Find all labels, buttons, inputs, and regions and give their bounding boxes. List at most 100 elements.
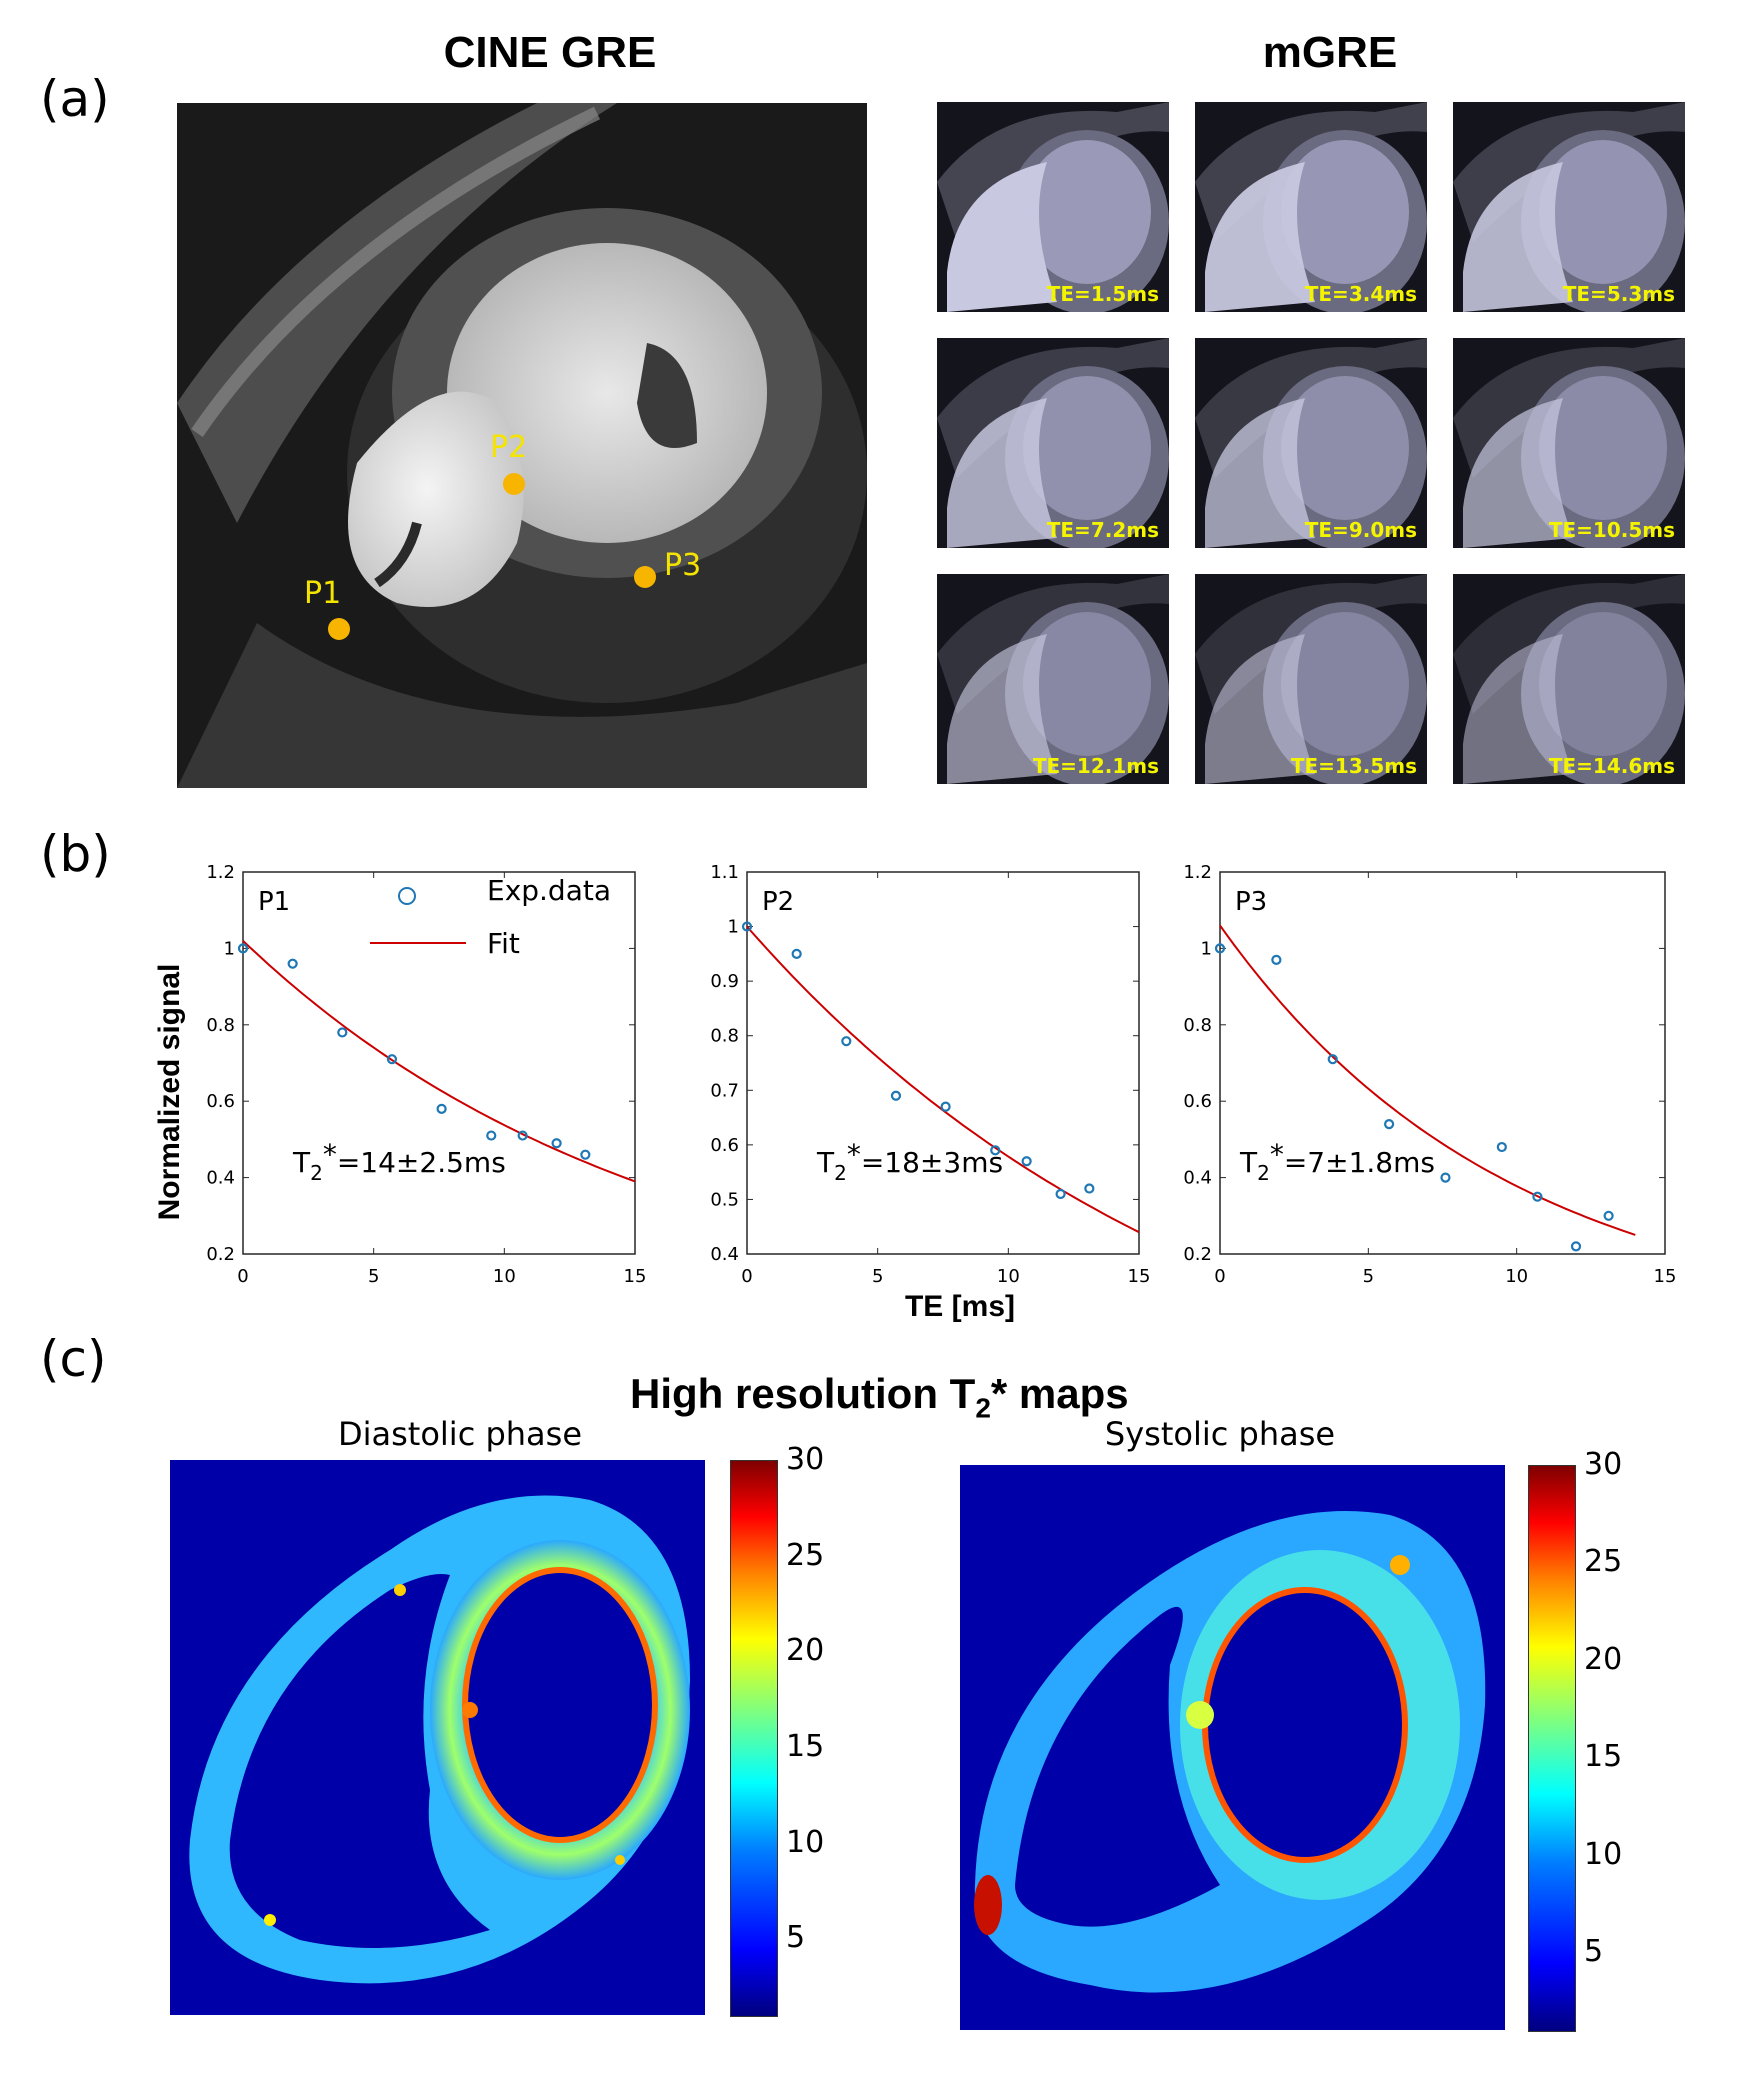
x-tick-label: 10 [1505,1266,1528,1287]
marker-p3-dot [634,566,656,588]
data-point [237,943,249,954]
plot-title: P3 [1235,887,1267,917]
y-tick-label: 0.4 [206,1168,235,1189]
plot-title: P1 [258,887,290,917]
data-point [517,1130,528,1141]
diastolic-t2-map [170,1460,705,2015]
mgre-thumbnail: TE=7.2ms [937,338,1169,550]
plot-annotation: T2*=18±3ms [816,1138,1003,1185]
colorbar-tick-label: 5 [786,1920,806,1956]
plot-frame [1219,871,1666,1255]
y-tick-label: 0.6 [710,1135,739,1156]
maps-title-main: High resolution T [630,1370,976,1417]
colorbar-tick-label: 20 [1584,1641,1623,1677]
diastolic-caption: Diastolic phase [337,1415,583,1453]
x-tick-label: 15 [1128,1266,1151,1287]
te-label: TE=3.4ms [1304,282,1417,306]
data-point [551,1138,562,1149]
y-tick-label: 1.1 [710,862,739,883]
x-tick-label: 0 [237,1266,248,1287]
data-point [486,1130,497,1141]
te-label: TE=5.3ms [1562,282,1675,306]
x-tick-label: 5 [872,1266,883,1287]
y-tick-label: 0.2 [206,1244,235,1265]
y-tick-label: 0.6 [206,1091,235,1112]
data-point [841,1036,852,1047]
x-axis-label: TE [ms] [904,1290,1015,1323]
legend-marker [398,887,416,905]
data-point [1496,1141,1507,1153]
data-point [1603,1210,1614,1221]
panel-label-b: (b) [40,825,111,883]
colorbar-tick-label: 10 [786,1824,825,1860]
panel-label-a: (a) [40,70,110,128]
plot-annotation: T2*=14±2.5ms [292,1138,506,1185]
y-tick-label: 0.8 [206,1015,235,1036]
maps-title: High resolution T2* maps [630,1370,1129,1424]
data-point [1570,1241,1582,1252]
data-point [741,921,753,932]
mgre-thumbnail: TE=5.3ms [1453,102,1685,314]
colorbar-tick-label: 30 [786,1442,825,1477]
mgre-thumbnail: TE=10.5ms [1453,338,1685,550]
data-point [1532,1191,1543,1202]
mgre-thumbnail: TE=1.5ms [937,102,1169,314]
decay-plots: 0.20.40.60.811.20 5 10 15P1T2*=14±2.5msExp.… [206,862,1677,1287]
data-point [287,958,298,969]
y-tick-label: 0.9 [710,971,739,992]
systolic-caption: Systolic phase [1104,1415,1336,1453]
y-tick-label: 1 [728,917,739,938]
mgre-thumbnail: TE=12.1ms [937,574,1169,786]
y-tick-label: 0.2 [1183,1244,1212,1265]
colorbar-tick-label: 25 [786,1537,825,1573]
marker-p2-dot [503,473,525,495]
marker-p1-dot [328,618,350,640]
data-point [1383,1119,1395,1130]
maps-title-end: * maps [990,1370,1129,1417]
y-tick-label: 1 [224,938,235,959]
data-point [337,1027,348,1038]
data-point [436,1103,447,1114]
colorbar-tick-label: 15 [786,1729,825,1765]
maps-title-sub: 2 [975,1392,991,1424]
data-point [1271,954,1282,965]
colorbar-tick-label: 25 [1584,1544,1623,1580]
data-point [386,1054,398,1065]
data-point [791,948,802,959]
x-tick-label: 10 [493,1266,516,1287]
systolic-t2-map [960,1465,1505,2030]
cine-gre-image [177,103,867,788]
x-tick-label: 15 [1654,1266,1677,1287]
x-tick-label: 5 [1363,1266,1374,1287]
te-label: TE=12.1ms [1032,754,1159,778]
data-point [1055,1188,1066,1200]
y-tick-label: 0.8 [1183,1015,1212,1036]
marker-p2-label: P2 [490,430,528,465]
data-point [1214,943,1226,954]
data-point [1084,1183,1095,1194]
colorbar-tick-label: 20 [786,1633,825,1669]
mgre-thumbnail: TE=3.4ms [1195,102,1427,314]
data-point [940,1101,951,1112]
cine-gre-title: CINE GRE [443,28,657,77]
plot-annotation: T2*=7±1.8ms [1239,1138,1435,1185]
y-tick-label: 0.8 [710,1026,739,1047]
y-tick-label: 0.5 [710,1189,739,1210]
colorbar-tick-label: 30 [1584,1447,1623,1482]
colorbar-tick-label: 15 [1584,1739,1623,1775]
te-label: TE=10.5ms [1548,518,1675,542]
systolic-colorbar [1528,1465,1576,2032]
marker-p1-label: P1 [304,576,342,611]
fit-curve [242,940,636,1183]
panel-label-c: (c) [40,1330,107,1388]
mgre-thumbnail: TE=14.6ms [1453,574,1685,786]
mgre-thumbnail: TE=9.0ms [1195,338,1427,550]
y-tick-label: 0.4 [1183,1168,1212,1189]
te-label: TE=7.2ms [1046,518,1159,542]
te-label: TE=13.5ms [1290,754,1417,778]
x-tick-label: 10 [997,1266,1020,1287]
te-label: TE=14.6ms [1548,754,1675,778]
colorbar-tick-label: 5 [1584,1934,1604,1970]
colorbar-tick-label: 10 [1584,1836,1623,1872]
data-point [990,1145,1001,1156]
